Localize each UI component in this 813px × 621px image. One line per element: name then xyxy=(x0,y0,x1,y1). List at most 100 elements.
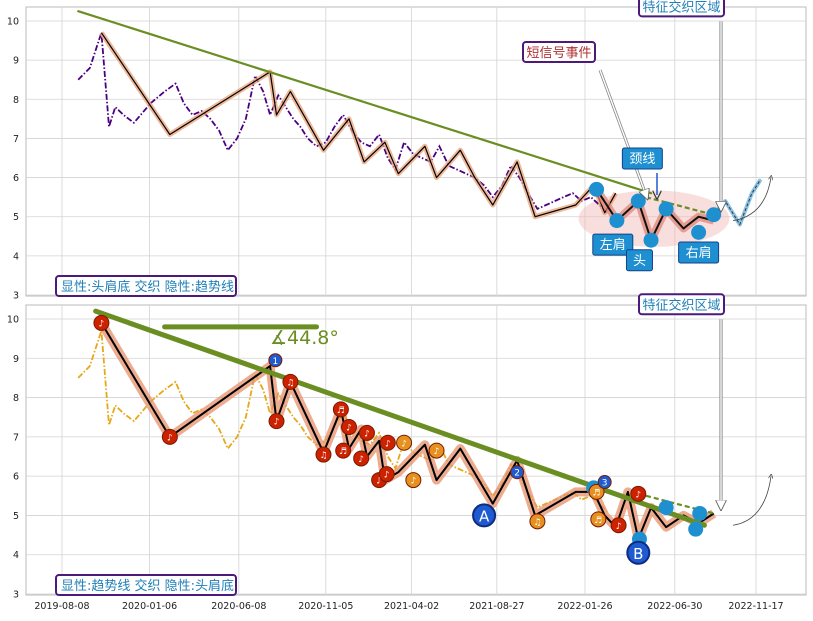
event-marker-label: ♬ xyxy=(593,488,601,498)
callout-text: 特征交织区域 xyxy=(642,0,720,15)
event-marker-label: ♫ xyxy=(533,518,541,528)
event-marker-label: ♪ xyxy=(434,447,440,457)
plot-area xyxy=(25,6,807,297)
callout-text: 短信号事件 xyxy=(526,46,591,61)
y-tick-label: 9 xyxy=(13,354,19,365)
event-marker-label: ♬ xyxy=(594,516,602,526)
event-marker xyxy=(396,434,413,451)
event-marker-label: ♪ xyxy=(385,439,391,449)
event-marker xyxy=(405,472,422,489)
event-marker-label: 1 xyxy=(272,357,278,367)
event-marker-label: 3 xyxy=(602,479,608,489)
callout: 颈线 xyxy=(621,147,663,195)
key-point-marker xyxy=(589,181,605,197)
trend-line xyxy=(77,10,653,195)
event-marker xyxy=(630,485,647,502)
key-point-marker xyxy=(691,224,707,240)
event-marker xyxy=(510,465,525,480)
event-marker-label: B xyxy=(633,545,643,563)
event-marker xyxy=(93,314,110,331)
event-marker xyxy=(610,517,627,534)
event-marker xyxy=(378,466,395,483)
y-tick-label: 4 xyxy=(13,251,19,262)
event-marker xyxy=(161,428,178,445)
y-tick-label: 4 xyxy=(13,550,19,561)
event-marker-label: ♪ xyxy=(358,455,364,465)
x-tick-label: 2022-01-26 xyxy=(557,601,612,612)
key-point-marker xyxy=(630,193,646,209)
event-marker xyxy=(268,353,283,368)
legend-box xyxy=(55,574,237,596)
x-tick-label: 2019-08-08 xyxy=(34,601,89,612)
y-tick-label: 3 xyxy=(13,291,19,302)
callout-text: 头 xyxy=(633,254,646,269)
callout: 左肩 xyxy=(592,233,634,256)
event-marker xyxy=(358,424,375,441)
event-marker-label: 2 xyxy=(514,469,520,479)
callout-text: 左肩 xyxy=(600,237,626,253)
x-tick-label: 2020-06-08 xyxy=(211,601,266,612)
event-marker xyxy=(688,521,704,537)
key-point-marker xyxy=(609,213,625,229)
event-marker xyxy=(332,401,349,418)
y-tick-label: 8 xyxy=(13,95,19,106)
y-tick-label: 7 xyxy=(13,432,19,443)
event-marker-label: A xyxy=(479,507,490,525)
y-tick-label: 10 xyxy=(7,315,19,326)
angle-label: ∡44.8° xyxy=(270,327,339,349)
event-marker xyxy=(340,419,357,436)
y-tick-label: 10 xyxy=(7,17,19,28)
projection-arrow xyxy=(732,476,771,526)
callout: 短信号事件 xyxy=(522,41,646,195)
event-marker-label: ♫ xyxy=(319,451,327,461)
event-marker xyxy=(597,475,612,490)
x-tick-label: 2021-08-27 xyxy=(469,601,524,612)
callout-box xyxy=(621,147,663,170)
legend-text: 显性:趋势线 交织 隐性:头肩底 xyxy=(61,578,234,594)
key-point-marker xyxy=(658,201,674,217)
event-marker xyxy=(658,500,674,516)
y-tick-label: 6 xyxy=(13,472,19,483)
event-marker-label: ♪ xyxy=(376,477,382,487)
event-marker xyxy=(626,540,651,565)
event-marker xyxy=(529,513,546,530)
callout: 头 xyxy=(625,249,653,272)
event-marker xyxy=(472,503,497,528)
event-marker-label: ♪ xyxy=(635,490,641,500)
event-marker-label: ♬ xyxy=(337,406,345,416)
x-tick-label: 2020-01-06 xyxy=(122,601,177,612)
y-tick-label: 7 xyxy=(13,134,19,145)
callout-text: 右肩 xyxy=(686,245,712,261)
event-marker-label: ♪ xyxy=(346,424,352,434)
legend-text: 显性:头肩底 交织 隐性:趋势线 xyxy=(61,279,234,295)
event-marker xyxy=(428,442,445,459)
callout-box xyxy=(625,249,653,272)
neckline xyxy=(638,194,714,216)
y-tick-label: 5 xyxy=(13,511,19,522)
event-marker-label: ♪ xyxy=(99,319,105,329)
event-marker-label: ♪ xyxy=(401,439,407,449)
price-series-line xyxy=(77,330,608,513)
event-marker xyxy=(588,483,605,500)
callout-box xyxy=(638,293,725,316)
event-marker xyxy=(379,434,396,451)
x-axis: 2019-08-08 2020-01-06 2020-06-08 2020-11-05… xyxy=(34,601,783,612)
y-tick-label: 8 xyxy=(13,393,19,404)
callout: 特征交织区域 xyxy=(638,0,725,207)
event-marker-label: ♬ xyxy=(339,447,347,457)
x-tick-label: 2021-04-02 xyxy=(384,601,439,612)
callout-box xyxy=(522,41,596,63)
callout-arrow xyxy=(599,69,646,195)
event-marker-label: ♪ xyxy=(616,522,622,532)
callout-text: 颈线 xyxy=(629,152,655,167)
x-tick-label: 2022-11-17 xyxy=(728,601,783,612)
event-marker-label: ♪ xyxy=(384,471,390,481)
event-marker-label: ♪ xyxy=(274,418,280,428)
y-tick-label: 3 xyxy=(13,590,19,601)
callout-box xyxy=(638,0,725,18)
event-marker-label: ♪ xyxy=(167,433,173,443)
